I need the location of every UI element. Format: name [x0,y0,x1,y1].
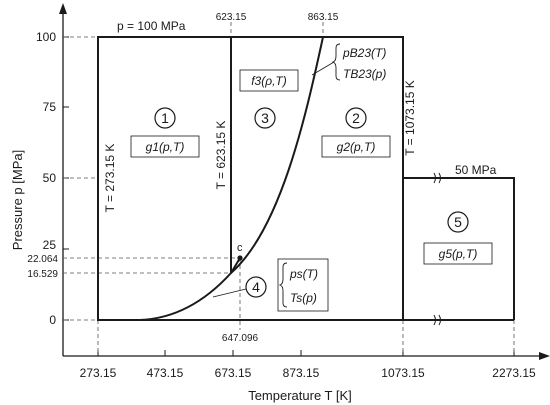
pressure-100-label: p = 100 MPa [117,19,186,33]
region-1-marker [154,107,176,129]
region-4-function-a: ps(T) [289,267,318,281]
b23-curve [230,36,324,274]
region-3-function: f3(ρ,T) [251,74,287,88]
b23-brace [331,43,341,81]
t-623-top-label: 623.15 [216,12,247,23]
y-aux-label-22064: 22.064 [27,254,58,265]
x-tick-label-673: 673.15 [215,366,252,380]
region-3-number: 3 [261,110,269,126]
pressure-50-label: 50 MPa [455,163,497,177]
x-tick-label-2273: 2273.15 [492,366,536,380]
axes [62,12,543,357]
break-mark-50 [433,172,441,184]
region-3-function-box [239,69,299,92]
y-tick-label-50: 50 [43,171,57,185]
critical-point-label: c [237,242,243,254]
region-5-number: 5 [454,214,462,230]
critical-temp-label: 647.096 [222,333,259,344]
region-2-function: g2(p,T) [337,140,376,154]
b23-function-b: TB23(p) [343,67,386,81]
boundary-label-623: T = 623.15 K [214,121,228,190]
region-4-function-b: Ts(p) [290,291,317,305]
y-tick-label-25: 25 [43,238,57,252]
y-aux-label-16529: 16.529 [27,269,58,280]
region-5-function: g5(p,T) [439,247,478,261]
region-4-brace [278,262,288,308]
x-tick-label-1073: 1073.15 [381,366,425,380]
x-tick-label-273: 273.15 [80,366,117,380]
region-5-marker [447,211,469,233]
region-2-number: 2 [352,110,360,126]
region-4-number: 4 [252,279,260,295]
x-axis-label: Temperature T [K] [248,388,352,403]
region-1-function-box [130,135,200,158]
region-4-function-box [277,258,329,312]
critical-point-marker [237,255,243,261]
region-3-marker [254,107,276,129]
saturation-curve [139,257,241,321]
boundary-label-273: T = 273.15 K [103,144,117,213]
region-5-function-box [423,242,493,265]
y-axis-label: Pressure p [MPa] [10,150,25,250]
b23-leader [311,61,335,76]
region-1-number: 1 [161,110,169,126]
x-axis-arrow [539,352,550,360]
region-2-marker [345,107,367,129]
region-4-leader [212,288,247,298]
x-tick-label-873: 873.15 [283,366,320,380]
x-tick-label-473: 473.15 [147,366,184,380]
y-axis-arrow [59,3,67,14]
y-tick-label-0: 0 [49,313,56,327]
b23-function-a: pB23(T) [342,46,386,60]
y-tick-label-75: 75 [43,100,57,114]
region-1-function: g1(p,T) [146,140,185,154]
boundary-label-1073: T = 1073.15 K [403,80,417,156]
region-4-marker [245,276,267,298]
region-2-function-box [321,135,391,158]
break-mark-0 [433,314,441,326]
y-tick-label-100: 100 [36,30,56,44]
t-863-top-label: 863.15 [308,12,339,23]
